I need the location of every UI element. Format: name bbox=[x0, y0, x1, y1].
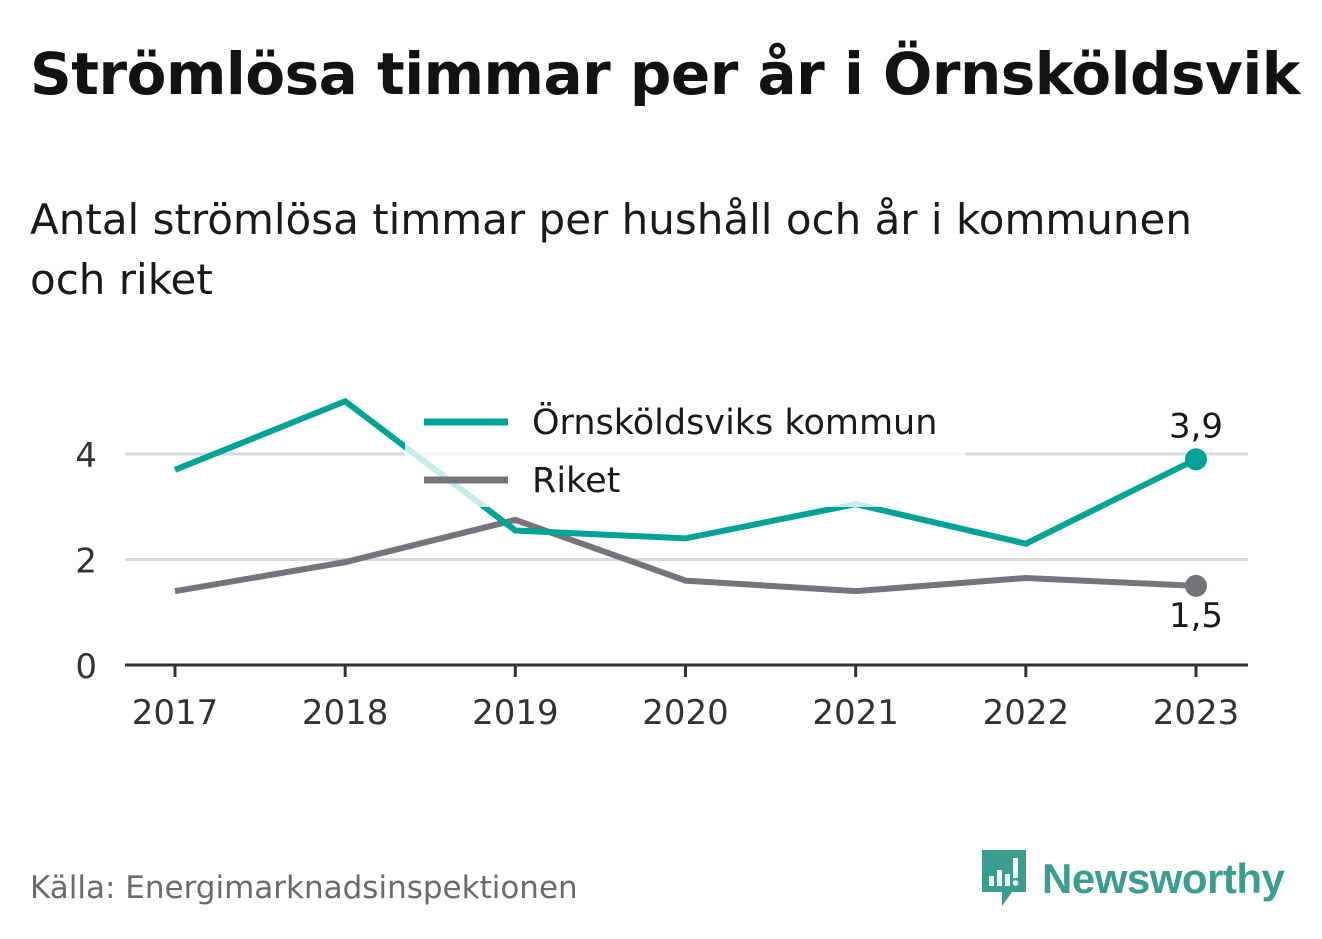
end-value-label: 3,9 bbox=[1169, 406, 1223, 446]
end-marker bbox=[1185, 574, 1207, 597]
series-line-riket bbox=[174, 516, 1197, 595]
x-tick-label: 2022 bbox=[983, 693, 1070, 733]
x-axis: 2017 2018 2019 2020 2021 2022 2023 bbox=[125, 663, 1248, 733]
series-line-kommun bbox=[173, 397, 1198, 547]
legend: Örnsköldsviks kommun Riket bbox=[405, 392, 965, 507]
end-value-label: 1,5 bbox=[1169, 596, 1223, 636]
legend-background bbox=[405, 392, 965, 507]
source-note: Källa: Energimarknadsinspektionen bbox=[30, 870, 578, 906]
x-tick-label: 2018 bbox=[302, 693, 389, 733]
y-tick-label: 0 bbox=[75, 647, 97, 687]
x-tick-label: 2023 bbox=[1153, 693, 1240, 733]
x-tick-label: 2021 bbox=[812, 693, 899, 733]
series-layer: 3,9 1,5 bbox=[173, 397, 1223, 636]
newsworthy-logo: Newsworthy bbox=[980, 848, 1285, 910]
legend-label: Örnsköldsviks kommun bbox=[532, 401, 937, 443]
y-tick-label: 4 bbox=[75, 436, 97, 476]
bar-chart-speech-bubble-icon bbox=[982, 850, 1026, 906]
end-marker bbox=[1185, 448, 1207, 471]
y-tick-label: 2 bbox=[75, 542, 97, 582]
chart-subtitle: Antal strömlösa timmar per hushåll och å… bbox=[30, 195, 1192, 304]
x-tick-label: 2019 bbox=[472, 693, 559, 733]
x-tick-label: 2020 bbox=[642, 693, 729, 733]
brand-name: Newsworthy bbox=[1042, 855, 1285, 902]
chart-title: Strömlösa timmar per år i Örnsköldsvik bbox=[30, 40, 1300, 108]
x-tick-label: 2017 bbox=[132, 693, 219, 733]
legend-label: Riket bbox=[532, 461, 620, 501]
